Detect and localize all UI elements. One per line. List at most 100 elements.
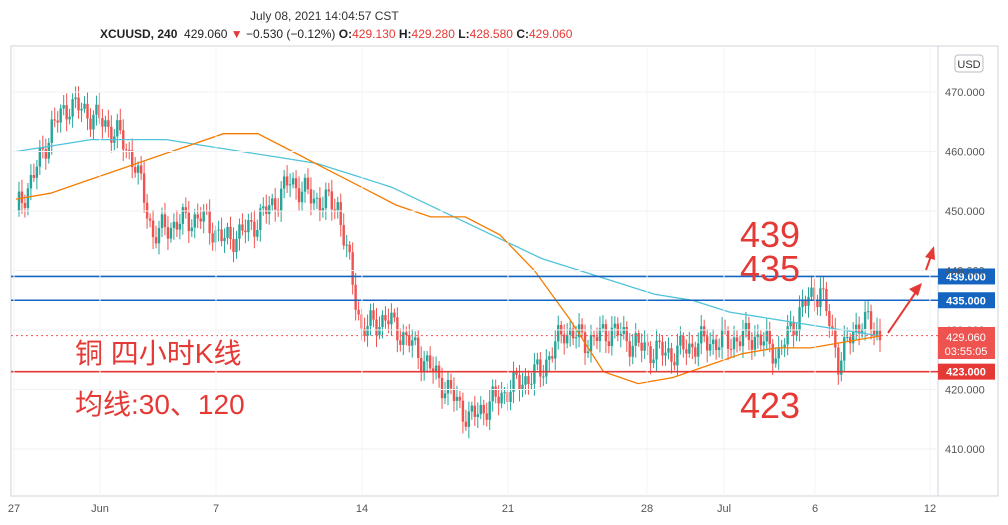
candle-body [366, 325, 369, 337]
candle-body [869, 311, 873, 330]
candle-body [62, 105, 65, 109]
candle-body [577, 324, 581, 338]
candle-body [324, 189, 328, 209]
candle-body [744, 323, 748, 332]
candle-body [431, 368, 435, 373]
candle-body [202, 210, 205, 222]
candle-body [500, 392, 503, 404]
candle-body [595, 336, 599, 341]
candle-body [163, 214, 167, 228]
candle-body [116, 120, 119, 137]
candle-body [354, 284, 357, 310]
candle-body [345, 244, 348, 246]
candle-body [300, 191, 304, 203]
x-tick-label: 7 [213, 503, 219, 515]
candle-body [753, 336, 757, 350]
last-price-tag [938, 327, 995, 359]
candle-body [598, 328, 602, 341]
candle-body [279, 188, 283, 212]
candle-body [65, 105, 68, 120]
candle-body [515, 371, 518, 375]
candle-body [703, 326, 706, 337]
candle-body [527, 376, 530, 385]
candle-body [670, 348, 673, 362]
candle-body [446, 379, 450, 394]
candle-body [759, 334, 763, 346]
candle-body [166, 227, 170, 239]
arrow-up-icon [887, 283, 922, 334]
countdown-timer: 03:55:05 [945, 346, 988, 358]
candle-body [792, 321, 795, 336]
candle-body [726, 330, 730, 349]
candle-body [282, 176, 286, 189]
candle-body [649, 346, 652, 364]
candle-body [193, 214, 196, 228]
candle-body [399, 340, 402, 345]
candle-body [571, 328, 575, 339]
annotation-439: 439 [740, 214, 800, 255]
annotation-423: 423 [740, 385, 800, 426]
ma30-line [15, 133, 881, 385]
candle-body [762, 341, 766, 346]
candle-body [512, 371, 515, 392]
currency-badge[interactable] [954, 54, 984, 73]
candle-body [211, 233, 214, 243]
candle-body [375, 319, 378, 336]
candle-body [29, 175, 33, 189]
candle-body [860, 328, 864, 334]
candle-body [184, 207, 188, 213]
candle-body [434, 365, 438, 373]
candle-body [428, 355, 432, 369]
candle-body [53, 119, 56, 121]
candle-body [336, 202, 339, 211]
candle-body [80, 108, 83, 111]
candle-body [849, 336, 852, 344]
candle-body [634, 333, 637, 346]
close-value: 429.060 [528, 27, 573, 41]
candle-body [50, 119, 53, 143]
candle-body [238, 224, 241, 239]
candle-body [551, 356, 554, 359]
candle-body [482, 404, 485, 414]
candle-body [130, 150, 134, 168]
candle-body [157, 227, 161, 244]
candle-body [259, 208, 262, 230]
candle-body [557, 324, 560, 342]
candle-body [405, 332, 408, 336]
candle-body [667, 348, 670, 353]
symbol-label[interactable]: XCUUSD, 240 [100, 27, 178, 41]
level-price-label: 439.000 [946, 271, 986, 283]
candle-body [863, 312, 867, 329]
candle-body [44, 149, 47, 159]
candle-body [38, 147, 42, 167]
candle-body [253, 221, 256, 237]
candle-body [574, 337, 578, 339]
candle-body [208, 210, 211, 234]
annotation-ma-note: 均线:30、120 [75, 389, 245, 420]
candle-body [813, 287, 816, 300]
arrow-up-small-icon [925, 246, 935, 271]
candle-body [673, 361, 676, 366]
level-price-tag [938, 292, 995, 309]
candle-body [875, 329, 879, 335]
last-price-tag-value: 429.060 [946, 332, 986, 344]
candle-body [104, 120, 107, 127]
candle-body [276, 209, 280, 212]
candle-body [816, 299, 819, 308]
candle-body [160, 214, 164, 228]
candle-body [363, 328, 366, 337]
candle-body [801, 299, 804, 308]
candle-body [732, 337, 736, 350]
candle-body [312, 198, 316, 204]
candle-body [554, 341, 557, 359]
candle-body [872, 329, 876, 335]
candle-body [315, 197, 319, 199]
candle-body [646, 342, 649, 347]
candle-body [717, 347, 721, 351]
candle-body [378, 327, 381, 336]
candle-body [411, 340, 414, 346]
x-tick-label: 27 [8, 503, 20, 515]
candle-body [223, 237, 226, 242]
